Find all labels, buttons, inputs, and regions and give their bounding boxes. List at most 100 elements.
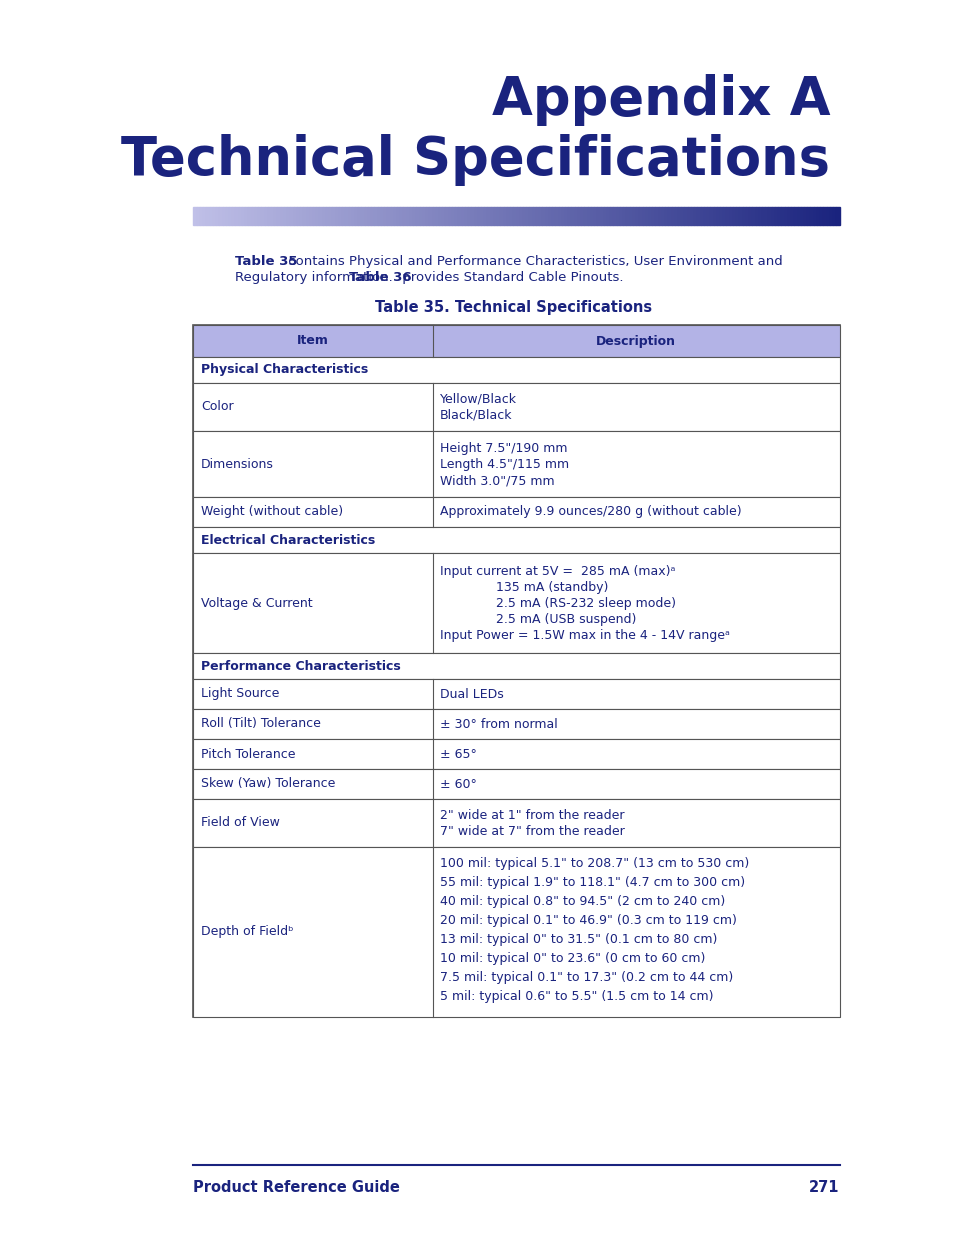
Text: Color: Color bbox=[201, 400, 233, 414]
Bar bbox=[400, 207, 403, 225]
Bar bbox=[497, 207, 499, 225]
Bar bbox=[455, 207, 457, 225]
Bar bbox=[222, 207, 226, 225]
Bar bbox=[361, 207, 364, 225]
Bar bbox=[245, 207, 248, 225]
Bar bbox=[438, 207, 442, 225]
Bar bbox=[813, 207, 816, 225]
Bar bbox=[319, 207, 322, 225]
Bar bbox=[825, 207, 829, 225]
Bar bbox=[616, 207, 619, 225]
Bar bbox=[720, 207, 722, 225]
Bar bbox=[284, 207, 287, 225]
Bar bbox=[716, 207, 720, 225]
Bar bbox=[613, 207, 616, 225]
Text: Width 3.0"/75 mm: Width 3.0"/75 mm bbox=[439, 474, 554, 487]
Bar bbox=[729, 207, 732, 225]
Text: 7" wide at 7" from the reader: 7" wide at 7" from the reader bbox=[439, 825, 624, 839]
Text: Table 35: Table 35 bbox=[234, 254, 297, 268]
Bar bbox=[494, 207, 497, 225]
Bar bbox=[477, 207, 480, 225]
Bar bbox=[680, 207, 684, 225]
Bar bbox=[722, 207, 726, 225]
Bar bbox=[703, 207, 706, 225]
Bar bbox=[277, 207, 280, 225]
Bar bbox=[235, 207, 238, 225]
Bar bbox=[193, 769, 839, 799]
Bar bbox=[797, 207, 800, 225]
Text: Voltage & Current: Voltage & Current bbox=[201, 597, 313, 610]
Bar bbox=[200, 207, 203, 225]
Bar bbox=[587, 207, 590, 225]
Text: Performance Characteristics: Performance Characteristics bbox=[201, 659, 400, 673]
Text: Product Reference Guide: Product Reference Guide bbox=[193, 1179, 400, 1195]
Bar bbox=[377, 207, 380, 225]
Bar bbox=[436, 207, 438, 225]
Bar bbox=[503, 207, 506, 225]
Bar bbox=[726, 207, 729, 225]
Text: Dimensions: Dimensions bbox=[201, 457, 274, 471]
Bar bbox=[636, 207, 639, 225]
Bar bbox=[442, 207, 445, 225]
Text: Length 4.5"/115 mm: Length 4.5"/115 mm bbox=[439, 458, 568, 471]
Bar bbox=[684, 207, 687, 225]
Bar bbox=[574, 207, 578, 225]
Bar bbox=[526, 207, 529, 225]
Bar bbox=[771, 207, 774, 225]
Bar bbox=[645, 207, 648, 225]
Bar bbox=[632, 207, 636, 225]
Bar bbox=[516, 207, 519, 225]
Bar bbox=[271, 207, 274, 225]
Bar bbox=[781, 207, 783, 225]
Bar bbox=[568, 207, 571, 225]
Text: Input Power = 1.5W max in the 4 - 14V rangeᵃ: Input Power = 1.5W max in the 4 - 14V ra… bbox=[439, 629, 729, 642]
Bar bbox=[552, 207, 555, 225]
Bar bbox=[678, 207, 680, 225]
Bar bbox=[242, 207, 245, 225]
Bar bbox=[580, 207, 584, 225]
Bar bbox=[490, 207, 494, 225]
Bar bbox=[193, 383, 839, 431]
Text: Skew (Yaw) Tolerance: Skew (Yaw) Tolerance bbox=[201, 778, 335, 790]
Bar bbox=[761, 207, 764, 225]
Bar bbox=[829, 207, 832, 225]
Bar bbox=[268, 207, 271, 225]
Bar bbox=[741, 207, 745, 225]
Bar bbox=[710, 207, 713, 225]
Text: 40 mil: typical 0.8" to 94.5" (2 cm to 240 cm): 40 mil: typical 0.8" to 94.5" (2 cm to 2… bbox=[439, 895, 724, 908]
Bar bbox=[542, 207, 545, 225]
Text: ± 60°: ± 60° bbox=[439, 778, 476, 790]
Text: Electrical Characteristics: Electrical Characteristics bbox=[201, 534, 375, 547]
Bar bbox=[594, 207, 597, 225]
Bar bbox=[561, 207, 564, 225]
Bar bbox=[619, 207, 622, 225]
Bar bbox=[232, 207, 235, 225]
Text: Black/Black: Black/Black bbox=[439, 409, 512, 422]
Bar bbox=[329, 207, 332, 225]
Bar bbox=[429, 207, 432, 225]
Bar bbox=[790, 207, 794, 225]
Text: Light Source: Light Source bbox=[201, 688, 279, 700]
Bar bbox=[335, 207, 338, 225]
Bar bbox=[348, 207, 352, 225]
Bar bbox=[564, 207, 568, 225]
Bar bbox=[193, 653, 839, 679]
Bar bbox=[254, 207, 258, 225]
Bar bbox=[193, 799, 839, 847]
Text: Approximately 9.9 ounces/280 g (without cable): Approximately 9.9 ounces/280 g (without … bbox=[439, 505, 740, 519]
Bar bbox=[193, 527, 839, 553]
Bar bbox=[396, 207, 400, 225]
Text: 5 mil: typical 0.6" to 5.5" (1.5 cm to 14 cm): 5 mil: typical 0.6" to 5.5" (1.5 cm to 1… bbox=[439, 990, 713, 1003]
Bar bbox=[322, 207, 326, 225]
Bar bbox=[261, 207, 264, 225]
Bar bbox=[641, 207, 645, 225]
Bar bbox=[629, 207, 632, 225]
Bar bbox=[571, 207, 574, 225]
Bar bbox=[639, 207, 641, 225]
Bar bbox=[768, 207, 771, 225]
Bar bbox=[274, 207, 277, 225]
Bar bbox=[416, 207, 419, 225]
Bar bbox=[778, 207, 781, 225]
Bar bbox=[193, 739, 839, 769]
Bar bbox=[422, 207, 426, 225]
